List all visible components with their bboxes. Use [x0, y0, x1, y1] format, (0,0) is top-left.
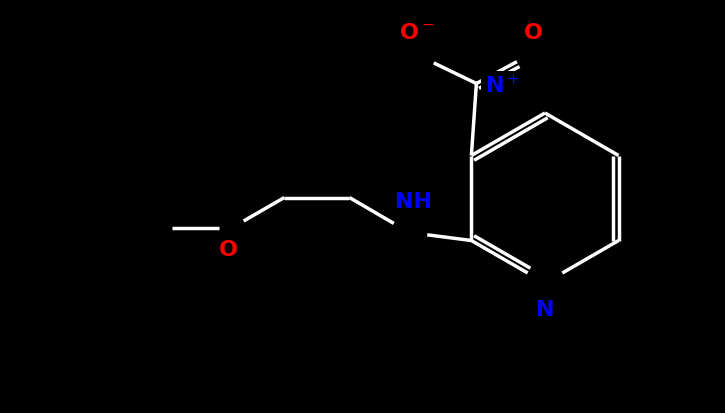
Text: N$^+$: N$^+$ — [485, 74, 520, 97]
Text: O: O — [219, 240, 238, 259]
Text: O$^-$: O$^-$ — [399, 24, 434, 43]
Text: NH: NH — [395, 192, 432, 213]
Text: N: N — [536, 300, 554, 320]
Text: O: O — [524, 24, 543, 43]
